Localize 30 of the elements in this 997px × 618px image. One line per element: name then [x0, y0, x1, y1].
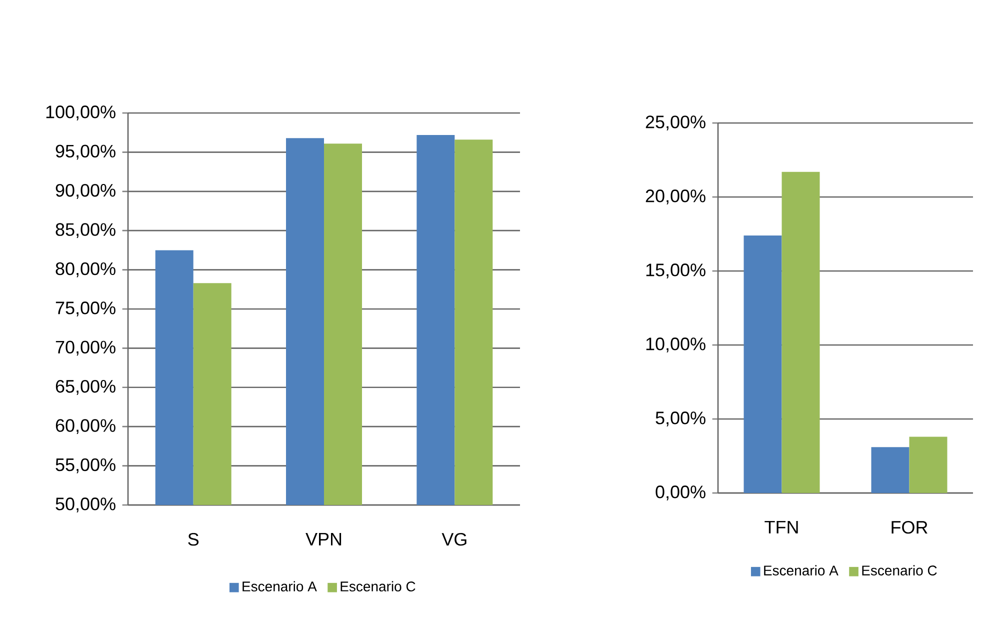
y-tick-label: 5,00%: [656, 412, 706, 426]
y-tick-label: 75,00%: [56, 302, 116, 316]
y-tick-label: 0,00%: [656, 486, 706, 500]
bar: [744, 235, 782, 493]
bar: [871, 447, 910, 493]
x-tick-label: VG: [442, 532, 466, 546]
y-tick-label: 85,00%: [56, 223, 116, 238]
legend-label: Escenario C: [340, 581, 416, 592]
y-tick-label: 60,00%: [56, 419, 116, 434]
x-tick-label: TFN: [764, 520, 798, 534]
y-tick-label: 10,00%: [646, 338, 706, 352]
x-tick-label: S: [188, 532, 199, 546]
legend-label: Escenario A: [242, 581, 317, 592]
y-tick-label: 20,00%: [646, 190, 706, 204]
bar: [909, 436, 948, 493]
legend-label: Escenario A: [764, 565, 838, 576]
y-tick-label: 70,00%: [56, 340, 116, 356]
x-tick-label: FOR: [892, 520, 928, 534]
y-tick-label: 25,00%: [646, 116, 706, 130]
y-tick-label: 50,00%: [56, 498, 116, 512]
y-tick-label: 15,00%: [646, 264, 706, 278]
y-tick-label: 95,00%: [56, 144, 116, 160]
bar: [782, 172, 820, 493]
x-tick-label: VPN: [306, 532, 342, 546]
y-tick-label: 90,00%: [56, 184, 116, 199]
y-tick-label: 65,00%: [56, 380, 116, 395]
y-tick-label: 100,00%: [46, 106, 116, 120]
y-tick-label: 80,00%: [56, 262, 116, 278]
y-tick-label: 55,00%: [56, 458, 116, 474]
legend-label: Escenario C: [862, 565, 937, 576]
